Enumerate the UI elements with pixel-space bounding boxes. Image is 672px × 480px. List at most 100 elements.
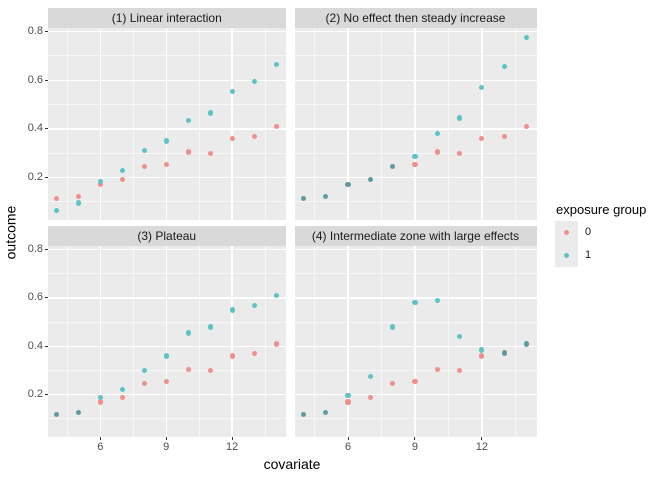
x-tick-label: 12: [226, 441, 239, 453]
data-point-group1: [163, 138, 169, 144]
gridline-major-v: [414, 28, 416, 220]
gridline-major-h: [47, 30, 286, 33]
gridline-minor-v: [264, 28, 266, 220]
data-point-group0: [163, 161, 169, 167]
x-tick-label: 6: [344, 441, 352, 453]
data-point-group1: [273, 61, 279, 68]
data-point-group1: [163, 353, 169, 359]
facet-strip-1: (1) Linear interaction: [47, 8, 286, 28]
y-tick-mark: [44, 345, 48, 347]
data-point-group1: [207, 110, 213, 116]
gridline-minor-v: [514, 246, 516, 437]
gridline-major-v: [347, 28, 349, 220]
gridline-minor-v: [380, 246, 382, 437]
x-tick-label: 9: [163, 441, 170, 453]
y-tick-label: 0.2: [27, 388, 43, 401]
facet-panel-4: [294, 246, 537, 437]
data-point-group1: [119, 167, 125, 173]
data-point-group0: [97, 182, 103, 188]
gridline-major-h: [47, 79, 286, 81]
data-point-group0: [75, 194, 81, 200]
x-tick-mark: [414, 437, 416, 440]
legend-title: exposure group: [556, 202, 647, 217]
data-point-group1: [412, 154, 418, 160]
data-point-group1: [141, 148, 147, 154]
gridline-major-h: [294, 248, 537, 251]
data-point-group0: [119, 177, 125, 183]
y-tick-label: 0.4: [27, 339, 43, 352]
data-point-group1: [185, 117, 191, 123]
gridline-major-v: [231, 246, 233, 437]
data-point-overlap: [345, 182, 351, 188]
data-point-group0: [97, 399, 103, 405]
data-point-group1: [97, 178, 103, 184]
gridline-major-h: [47, 297, 286, 299]
data-point-group0: [251, 133, 257, 139]
data-point-group0: [119, 394, 125, 400]
data-point-group0: [229, 353, 235, 359]
data-point-group0: [345, 399, 351, 405]
data-point-group0: [207, 150, 213, 156]
gridline-major-h: [294, 345, 537, 348]
data-point-overlap: [367, 177, 373, 183]
y-tick-mark: [44, 394, 48, 396]
data-point-group1: [367, 373, 373, 380]
gridline-major-v: [99, 246, 101, 437]
x-axis-title: covariate: [263, 456, 321, 472]
data-point-overlap: [523, 341, 530, 347]
gridline-major-h: [47, 128, 286, 130]
data-point-group1: [434, 131, 440, 137]
data-point-group0: [434, 366, 440, 372]
y-tick-label: 0.2: [27, 170, 43, 183]
gridline-major-v: [99, 28, 101, 220]
data-point-group1: [390, 324, 396, 330]
data-point-group0: [412, 378, 418, 384]
legend-dot: [563, 230, 569, 236]
data-point-group0: [251, 350, 257, 357]
gridline-major-h: [294, 393, 537, 396]
data-point-overlap: [501, 350, 507, 356]
data-point-group0: [273, 341, 279, 347]
gridline-major-h: [47, 345, 286, 348]
data-point-group0: [434, 149, 440, 155]
gridline-minor-v: [264, 246, 266, 437]
data-point-group0: [141, 381, 147, 387]
y-axis-title: outcome: [2, 205, 19, 260]
data-point-group0: [53, 195, 59, 201]
legend-dot: [563, 253, 569, 259]
gridline-minor-v: [447, 28, 449, 220]
y-tick-mark: [44, 297, 48, 299]
gridline-major-v: [414, 246, 416, 437]
data-point-group0: [479, 135, 485, 142]
gridline-minor-v: [198, 246, 200, 437]
data-point-group1: [501, 64, 507, 70]
data-point-overlap: [300, 195, 306, 201]
data-point-overlap: [390, 163, 396, 170]
x-tick-mark: [347, 437, 349, 440]
data-point-group0: [456, 367, 463, 374]
gridline-major-h: [294, 30, 537, 33]
data-point-group1: [479, 84, 485, 91]
gridline-major-v: [165, 28, 167, 220]
gridline-major-v: [165, 246, 167, 437]
x-tick-label: 12: [475, 441, 488, 453]
x-tick-label: 6: [97, 441, 104, 453]
facet-strip-2: (2) No effect then steady increase: [294, 8, 537, 28]
data-point-group0: [185, 366, 191, 372]
data-point-group0: [185, 149, 191, 155]
y-tick-label: 0.4: [27, 122, 43, 135]
x-tick-mark: [231, 437, 233, 440]
data-point-group0: [501, 133, 507, 139]
data-point-group1: [185, 330, 191, 336]
gridline-major-v: [481, 246, 483, 437]
x-tick-mark: [165, 437, 167, 440]
data-point-group1: [97, 394, 103, 400]
gridline-major-h: [294, 79, 537, 81]
data-point-group1: [251, 302, 257, 308]
gridline-minor-v: [447, 246, 449, 437]
data-point-group0: [412, 161, 418, 167]
data-point-group1: [251, 78, 257, 85]
data-point-group1: [479, 347, 485, 353]
data-point-overlap: [75, 410, 81, 416]
